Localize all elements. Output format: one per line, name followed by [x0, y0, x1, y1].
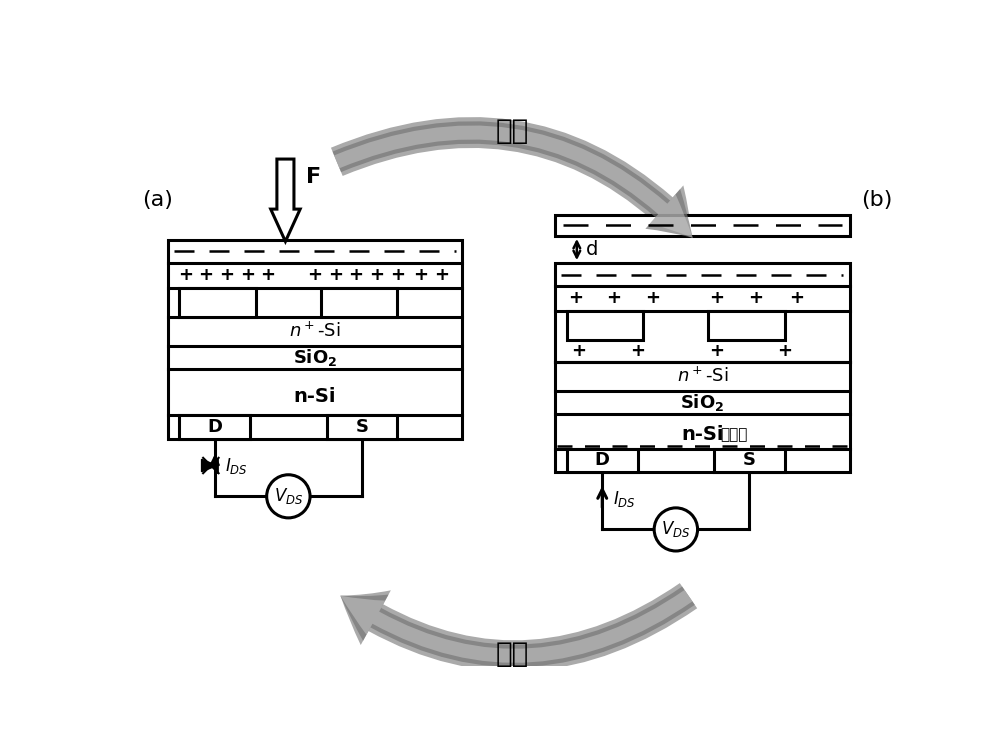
Text: +: + — [307, 266, 322, 284]
Polygon shape — [271, 159, 300, 242]
FancyArrowPatch shape — [340, 583, 697, 671]
Text: +: + — [240, 266, 255, 284]
FancyArrowPatch shape — [340, 590, 692, 663]
FancyArrowPatch shape — [331, 117, 693, 238]
Text: D: D — [207, 418, 222, 436]
Text: (a): (a) — [142, 190, 173, 210]
Bar — [567, 310, 643, 340]
Text: (b): (b) — [861, 190, 893, 210]
Text: +: + — [178, 266, 193, 284]
Text: +: + — [630, 342, 645, 360]
Text: F: F — [306, 167, 321, 187]
Text: n-Si: n-Si — [294, 387, 336, 406]
Text: 增强区: 增强区 — [720, 427, 747, 442]
Text: +: + — [607, 289, 622, 307]
Text: $n^+$-Si: $n^+$-Si — [289, 322, 341, 341]
Text: +: + — [777, 342, 792, 360]
Text: +: + — [198, 266, 213, 284]
Text: +: + — [568, 289, 583, 307]
Text: 按压: 按压 — [496, 640, 529, 668]
Text: S: S — [743, 451, 756, 469]
Text: +: + — [571, 342, 586, 360]
FancyArrowPatch shape — [340, 586, 695, 667]
Text: S: S — [355, 418, 368, 436]
Polygon shape — [202, 459, 217, 472]
Text: 释放: 释放 — [496, 117, 529, 144]
Bar — [179, 288, 256, 317]
Text: $V_{DS}$: $V_{DS}$ — [661, 519, 691, 539]
Text: +: + — [789, 289, 804, 307]
Text: +: + — [219, 266, 234, 284]
Bar — [714, 449, 785, 472]
Text: +: + — [645, 289, 660, 307]
Text: $\mathbf{SiO_2}$: $\mathbf{SiO_2}$ — [293, 347, 337, 368]
Bar — [168, 240, 462, 438]
Bar — [555, 215, 850, 236]
Text: +: + — [260, 266, 275, 284]
Bar — [708, 310, 785, 340]
Text: D: D — [595, 451, 610, 469]
Text: +: + — [710, 342, 725, 360]
Text: +: + — [710, 289, 725, 307]
Bar — [267, 494, 310, 499]
Text: +: + — [369, 266, 384, 284]
Text: $I_{DS}$: $I_{DS}$ — [613, 488, 636, 509]
Text: $n^+$-Si: $n^+$-Si — [677, 367, 728, 386]
Bar — [321, 288, 397, 317]
Text: +: + — [328, 266, 343, 284]
Bar — [179, 415, 250, 438]
Bar — [567, 449, 638, 472]
Text: d: d — [586, 240, 598, 259]
Text: +: + — [748, 289, 763, 307]
Text: $I_{DS}$: $I_{DS}$ — [225, 456, 248, 476]
Text: $V_{DS}$: $V_{DS}$ — [274, 486, 303, 506]
Bar — [654, 527, 698, 532]
Text: n-Si: n-Si — [681, 425, 724, 444]
Bar — [327, 415, 397, 438]
Text: $\mathbf{SiO_2}$: $\mathbf{SiO_2}$ — [680, 392, 725, 413]
Text: +: + — [390, 266, 405, 284]
Circle shape — [654, 508, 698, 551]
Bar — [555, 263, 850, 472]
Circle shape — [267, 475, 310, 518]
Text: +: + — [413, 266, 428, 284]
Text: +: + — [349, 266, 364, 284]
Text: +: + — [434, 266, 449, 284]
FancyArrowPatch shape — [333, 121, 693, 238]
FancyArrowPatch shape — [334, 126, 693, 238]
